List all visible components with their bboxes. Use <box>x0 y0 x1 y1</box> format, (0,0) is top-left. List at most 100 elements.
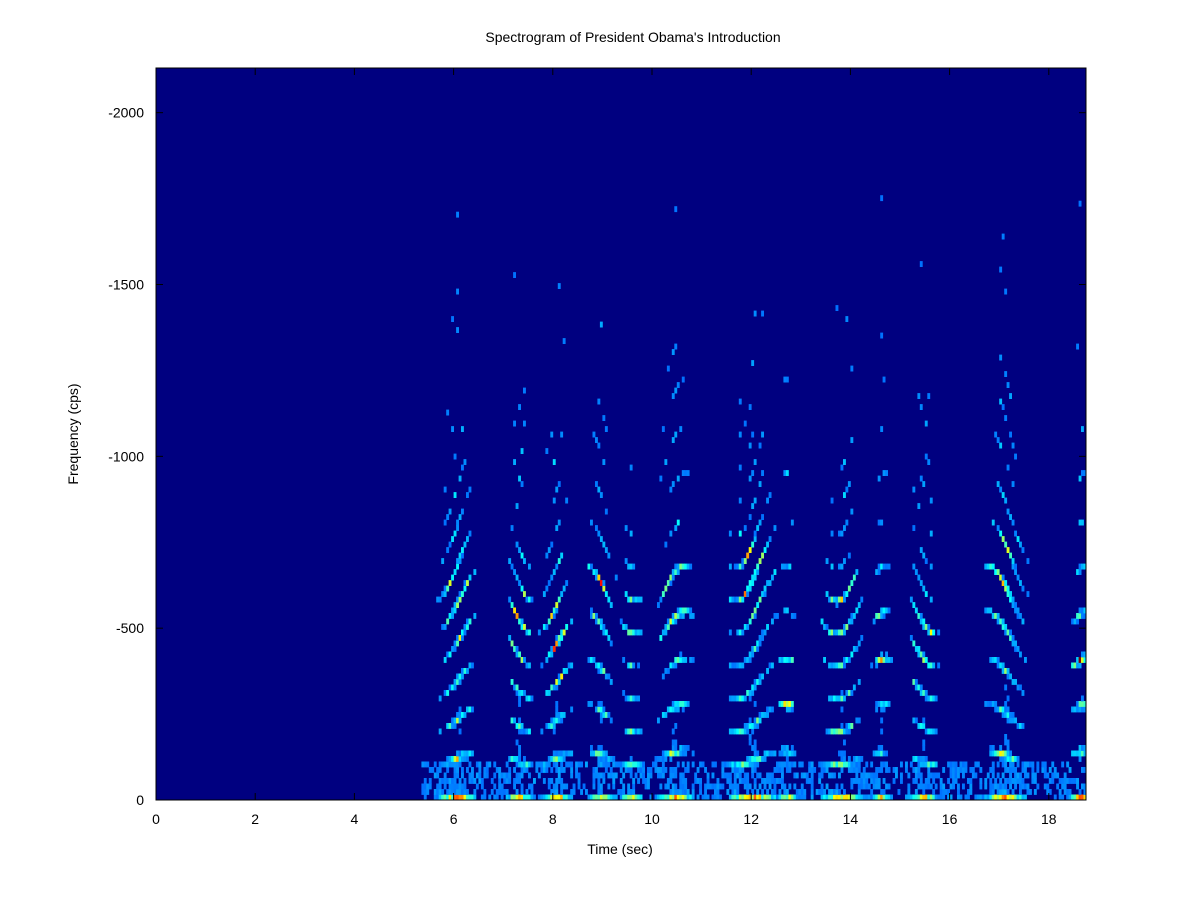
spectrogram-cell <box>830 563 834 570</box>
spectrogram-cell <box>642 772 645 779</box>
spectrogram-cell <box>597 442 601 449</box>
spectrogram-cell <box>1063 783 1067 790</box>
spectrogram-cell <box>1061 778 1065 784</box>
spectrogram-cell <box>748 690 752 696</box>
spectrogram-cell <box>838 772 841 779</box>
spectrogram-cell <box>840 596 844 603</box>
spectrogram-cell <box>1058 789 1062 795</box>
spectrogram-cell <box>743 420 747 427</box>
spectrogram-cell <box>681 706 685 713</box>
spectrogram-cell <box>518 404 521 410</box>
spectrogram-cell <box>1076 706 1079 713</box>
spectrogram-cell <box>634 794 638 800</box>
spectrogram-cell <box>954 767 958 773</box>
spectrogram-cell <box>833 789 836 795</box>
spectrogram-cell <box>790 701 794 707</box>
spectrogram-cell <box>627 789 631 795</box>
spectrogram-cell <box>758 794 762 800</box>
spectrogram-cell <box>927 695 931 702</box>
spectrogram-cell <box>748 514 752 520</box>
spectrogram-cell <box>560 552 564 559</box>
spectrogram-cell <box>597 662 601 669</box>
spectrogram-cell <box>731 794 735 800</box>
spectrogram-cell <box>654 794 658 800</box>
spectrogram-cell <box>456 327 459 333</box>
spectrogram-cell <box>661 756 665 762</box>
spectrogram-cell <box>545 723 549 729</box>
spectrogram-cell <box>753 761 757 768</box>
spectrogram-cell <box>634 761 638 768</box>
spectrogram-cell <box>721 767 725 773</box>
spectrogram-cell <box>513 717 516 724</box>
spectrogram-cell <box>781 794 784 800</box>
spectrogram-cell <box>609 602 613 608</box>
spectrogram-cell <box>790 613 794 619</box>
spectrogram-cell <box>748 580 752 586</box>
spectrogram-cell <box>984 794 988 800</box>
spectrogram-cell <box>828 794 831 800</box>
spectrogram-cell <box>520 552 524 559</box>
spectrogram-cell <box>528 761 531 768</box>
spectrogram-cell <box>877 794 881 800</box>
spectrogram-cell <box>1081 706 1084 713</box>
spectrogram-cell <box>1078 756 1082 762</box>
spectrogram-cell <box>728 783 732 790</box>
spectrogram-cell <box>919 778 923 784</box>
spectrogram-cell <box>852 574 856 581</box>
spectrogram-cell <box>1053 794 1057 800</box>
spectrogram-cell <box>495 789 499 795</box>
spectrogram-cell <box>964 767 968 773</box>
spectrogram-cell <box>592 657 596 663</box>
spectrogram-cell <box>451 794 454 800</box>
spectrogram-cell <box>828 629 831 636</box>
spectrogram-cell <box>520 767 524 773</box>
spectrogram-cell <box>850 651 854 658</box>
spectrogram-cell <box>463 778 467 784</box>
spectrogram-cell <box>456 519 459 526</box>
spectrogram-cell <box>456 635 459 641</box>
spectrogram-cell <box>758 673 762 680</box>
spectrogram-cell <box>604 761 608 768</box>
spectrogram-cell <box>1004 750 1008 757</box>
spectrogram-cell <box>885 794 888 800</box>
spectrogram-cell <box>1066 778 1070 784</box>
spectrogram-cell <box>927 624 931 630</box>
spectrogram-cell <box>436 767 440 773</box>
spectrogram-cell <box>788 794 792 800</box>
spectrogram-cell <box>622 624 626 630</box>
spectrogram-cell <box>766 750 769 757</box>
spectrogram-cell <box>999 398 1003 405</box>
spectrogram-cell <box>1024 783 1027 790</box>
spectrogram-cell <box>1068 789 1072 795</box>
spectrogram-cell <box>783 657 787 663</box>
spectrogram-cell <box>671 349 675 355</box>
spectrogram-cell <box>560 756 564 762</box>
spectrogram-cell <box>880 519 884 526</box>
spectrogram-cell <box>835 596 839 603</box>
spectrogram-cell <box>840 695 844 702</box>
spectrogram-cell <box>880 332 884 339</box>
spectrogram-cell <box>847 761 851 768</box>
spectrogram-cell <box>880 563 884 570</box>
spectrogram-cell <box>885 783 888 790</box>
spectrogram-cell <box>803 789 807 795</box>
spectrogram-cell <box>587 657 591 663</box>
spectrogram-cell <box>1031 761 1035 768</box>
spectrogram-cell <box>461 783 464 790</box>
spectrogram-cell <box>468 618 472 625</box>
spectrogram-cell <box>738 662 742 669</box>
spectrogram-cell <box>1066 761 1070 768</box>
spectrogram-cell <box>1011 481 1015 487</box>
spectrogram-cell <box>743 778 747 784</box>
spectrogram-cell <box>599 536 603 542</box>
spectrogram-cell <box>458 712 462 718</box>
spectrogram-cell <box>728 695 732 702</box>
spectrogram-cell <box>706 778 710 784</box>
spectrogram-cell <box>820 783 824 790</box>
spectrogram-cell <box>669 618 673 625</box>
spectrogram-cell <box>840 767 844 773</box>
spectrogram-cell <box>1014 756 1017 762</box>
spectrogram-cell <box>731 662 735 669</box>
spectrogram-cell <box>629 464 633 471</box>
spectrogram-cell <box>602 794 606 800</box>
